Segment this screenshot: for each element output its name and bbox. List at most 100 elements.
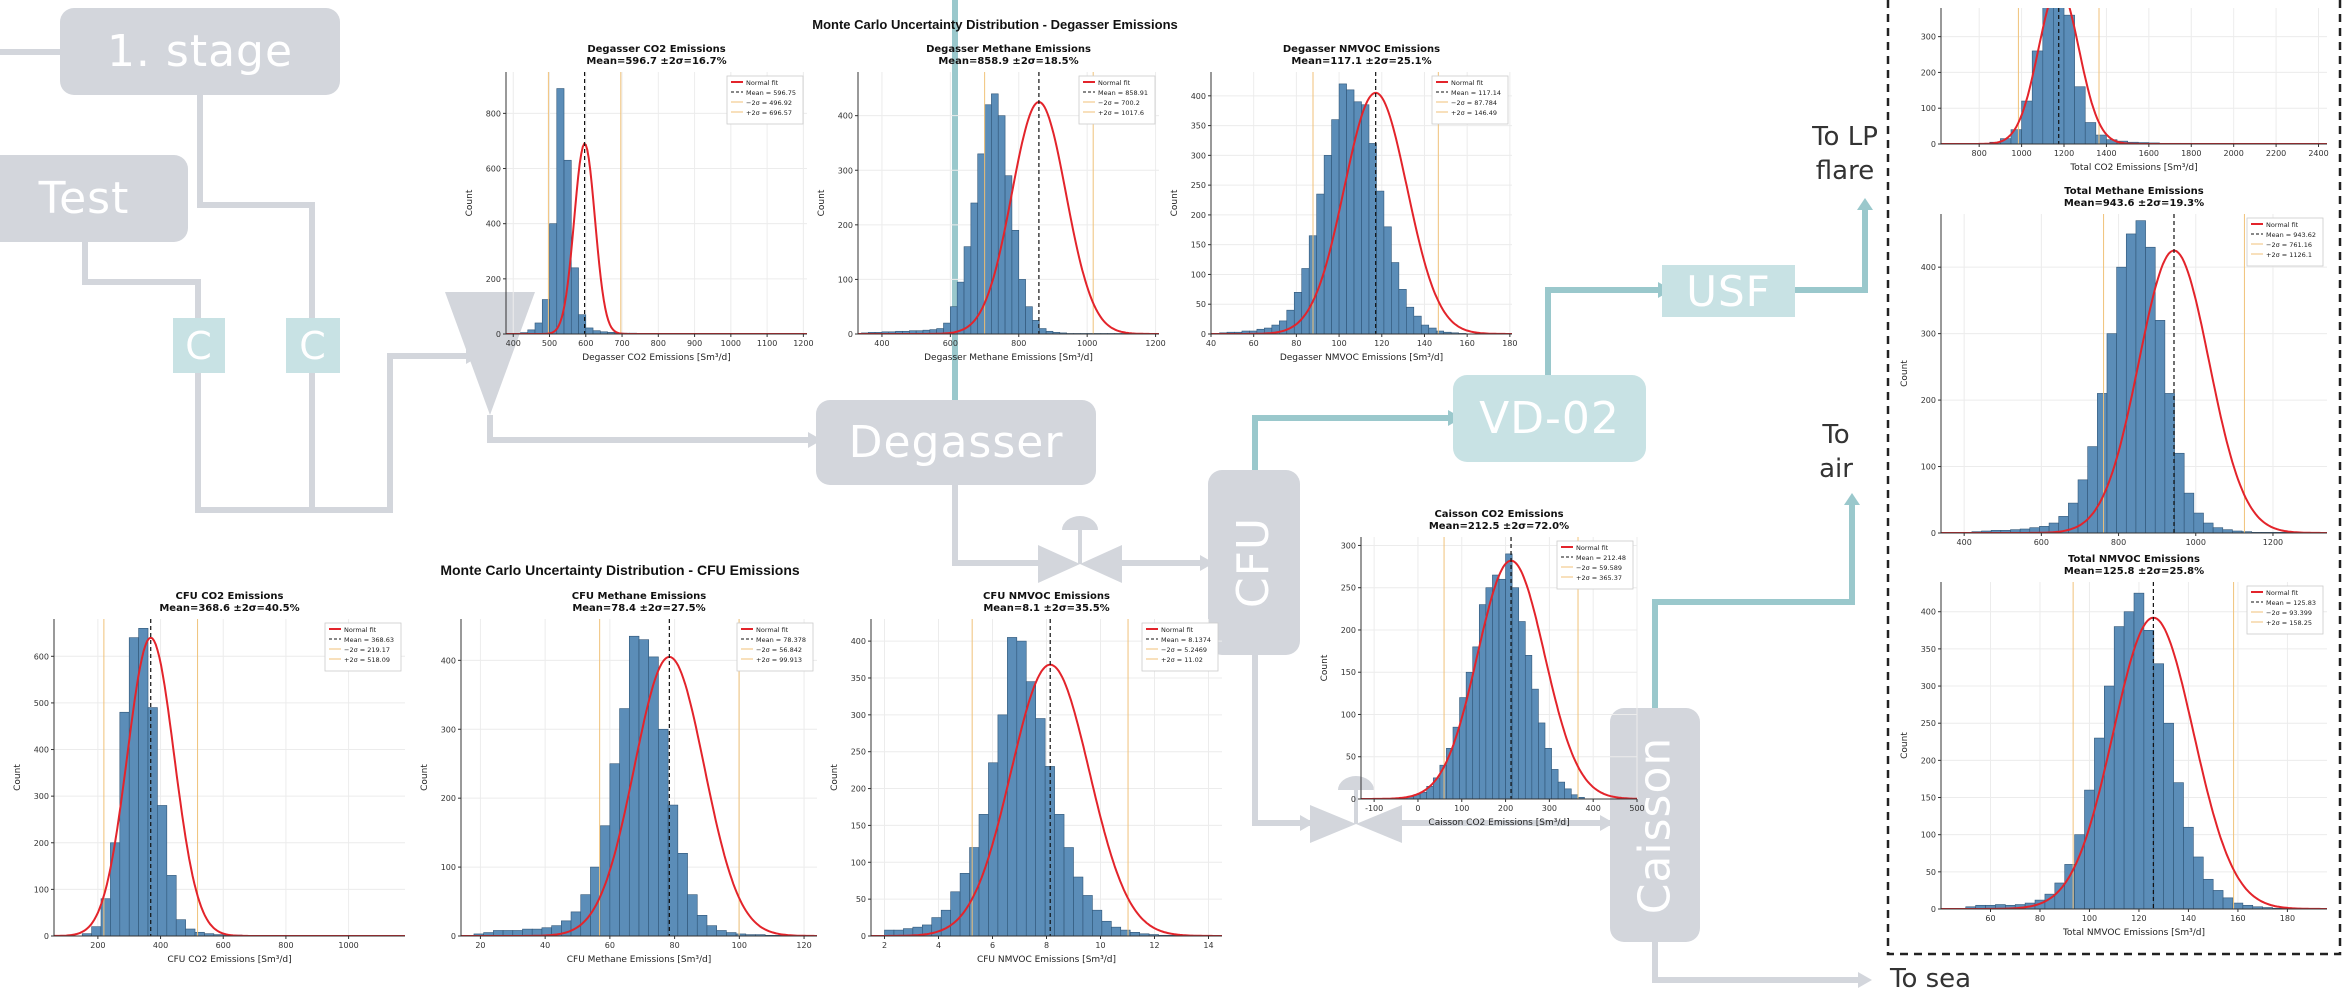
legend-entry: Mean = 368.63	[344, 636, 394, 644]
y-tick-label: 300	[851, 711, 866, 720]
x-tick-label: 1000	[338, 941, 358, 950]
x-tick-label: 0	[1415, 804, 1420, 813]
chart-title: CFU NMVOC Emissions	[983, 591, 1110, 602]
x-tick-label: 40	[1206, 339, 1216, 348]
y-tick-label: 250	[1921, 719, 1936, 728]
y-tick-label: 0	[1931, 529, 1936, 538]
x-tick-label: 1200	[793, 339, 813, 348]
histogram-bar	[585, 327, 594, 334]
y-tick-label: 0	[861, 932, 866, 941]
x-tick-label: 1000	[721, 339, 741, 348]
y-tick-label: 0	[496, 330, 501, 339]
legend-box	[2246, 585, 2324, 635]
histogram-bar	[1025, 681, 1036, 936]
legend-entry: Normal fit	[756, 626, 789, 634]
vd02-gas-line	[1545, 287, 1665, 378]
legend-entry: −2σ = 496.92	[746, 99, 792, 107]
x-tick-label: 10	[1095, 941, 1105, 950]
histogram-bar	[100, 898, 111, 936]
y-axis-label: Count	[420, 764, 430, 791]
x-tick-label: 800	[1972, 149, 1987, 158]
histogram-bar	[1016, 640, 1027, 936]
histogram-bar	[609, 763, 620, 936]
legend-entry: Normal fit	[2266, 221, 2299, 229]
y-tick-label: 0	[451, 932, 456, 941]
x-tick-label: 400	[1957, 538, 1972, 547]
x-tick-label: 60	[1249, 339, 1259, 348]
legend-entry: Normal fit	[344, 626, 377, 634]
histogram-bar	[2063, 14, 2075, 144]
legend-entry: −2σ = 59.589	[1576, 564, 1622, 572]
legend-entry: Mean = 78.378	[756, 636, 806, 644]
histogram-bar	[1286, 309, 1295, 334]
compressor-block-1: C	[173, 318, 225, 373]
y-tick-label: 600	[34, 652, 49, 661]
y-tick-label: 600	[486, 165, 501, 174]
legend-entry: +2σ = 696.57	[746, 109, 792, 117]
legend-entry: +2σ = 99.913	[756, 656, 802, 664]
legend-entry: Mean = 125.83	[2266, 599, 2316, 607]
totals-frame	[1886, 0, 2342, 956]
y-tick-label: 300	[1921, 330, 1936, 339]
chart-grid	[1941, 8, 2327, 145]
y-tick-label: 300	[838, 166, 853, 175]
chart-legend: Normal fit Mean = 125.83 −2σ = 93.399 +2σ =…	[2246, 585, 2324, 635]
histogram-bar	[599, 825, 611, 936]
histogram-bar	[556, 88, 565, 334]
y-tick-label: 100	[1921, 463, 1936, 472]
histogram-bar	[138, 628, 149, 936]
y-tick-label: 100	[441, 863, 456, 872]
to-sea-line	[1652, 942, 1865, 983]
chart-title: CFU Methane Emissions	[572, 591, 707, 602]
legend-entry: −2σ = 5.2469	[1161, 646, 1207, 654]
histogram-bar	[2173, 782, 2184, 909]
histogram-bar	[1398, 289, 1407, 334]
histogram-bar	[969, 847, 980, 936]
x-tick-label: 1000	[1077, 339, 1097, 348]
histogram-bar	[1301, 268, 1310, 334]
legend-entry: +2σ = 146.49	[1451, 109, 1497, 117]
chart-title: Degasser NMVOC Emissions	[1283, 44, 1440, 55]
normal-fit-curve	[1941, 249, 2327, 533]
x-tick-label: 160	[1460, 339, 1475, 348]
y-tick-label: 400	[851, 637, 866, 646]
chart-legend: Normal fit Mean = 8.1374 −2σ = 5.2469 +2σ =…	[1141, 622, 1219, 672]
legend-entry: Mean = 596.75	[746, 89, 796, 97]
y-tick-label: 200	[1921, 396, 1936, 405]
chart-legend: Normal fit Mean = 78.378 −2σ = 56.842 +2σ =…	[736, 622, 814, 672]
chart-subtitle: Mean=596.7 ±2σ=16.7%	[586, 56, 726, 67]
y-tick-label: 250	[851, 748, 866, 757]
x-tick-label: 120	[796, 941, 811, 950]
histogram-bar	[1063, 847, 1074, 936]
y-tick-label: 100	[838, 275, 853, 284]
histogram-bar	[1492, 574, 1500, 799]
y-axis-label: Count	[817, 189, 827, 216]
legend-entry: +2σ = 365.37	[1576, 574, 1622, 582]
x-tick-label: 160	[2230, 914, 2245, 923]
x-tick-label: 400	[506, 339, 521, 348]
y-tick-label: 800	[486, 109, 501, 118]
histogram-bar	[950, 891, 961, 936]
chart-subtitle: Mean=78.4 ±2σ=27.5%	[572, 603, 705, 614]
y-tick-label: 50	[1196, 300, 1206, 309]
histogram-bar	[2212, 527, 2224, 533]
legend-entry: Mean = 117.14	[1451, 89, 1501, 97]
air-outlet-label: To air	[1819, 420, 1853, 484]
y-tick-label: 100	[34, 885, 49, 894]
y-tick-label: 0	[848, 330, 853, 339]
histogram-bar	[1082, 895, 1093, 936]
y-tick-label: 300	[34, 792, 49, 801]
y-tick-label: 200	[1191, 211, 1206, 220]
histogram-bar	[2094, 737, 2105, 909]
histogram-bar	[1420, 324, 1430, 334]
degasser-outlet-line	[952, 485, 1040, 566]
legend-entry: Normal fit	[1161, 626, 1194, 634]
histogram-bar	[970, 202, 979, 334]
histogram-bar	[2104, 685, 2115, 909]
histogram-bar	[696, 915, 708, 936]
histogram-bar	[716, 930, 727, 936]
legend-entry: Normal fit	[1098, 79, 1131, 87]
histogram-bar	[2084, 789, 2095, 909]
histogram-bar	[1557, 781, 1566, 799]
